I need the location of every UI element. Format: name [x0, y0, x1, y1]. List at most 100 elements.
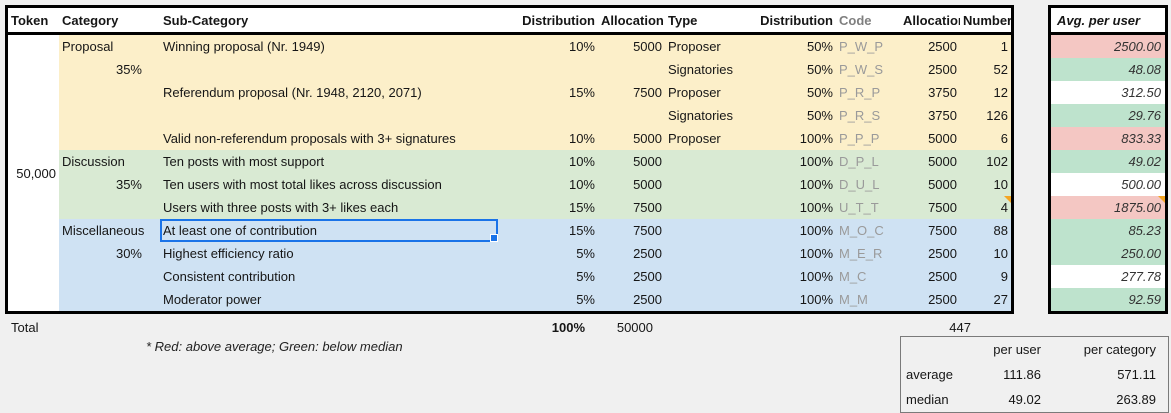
cell-distribution-1[interactable]: 5%	[498, 242, 598, 265]
cell-sub-category[interactable]	[160, 58, 498, 81]
cell-number[interactable]: 9	[960, 265, 1011, 288]
cell-code[interactable]: U_T_T	[836, 196, 900, 219]
cell-distribution-1[interactable]: 15%	[498, 81, 598, 104]
cell-allocation-1[interactable]: 5000	[598, 35, 665, 58]
cell-type[interactable]: Proposer	[665, 127, 746, 150]
cell-sub-category[interactable]: Highest efficiency ratio	[160, 242, 498, 265]
cell-type[interactable]	[665, 265, 746, 288]
cell-allocation-2[interactable]: 7500	[900, 219, 960, 242]
cell-avg-per-user[interactable]: 29.76	[1051, 104, 1165, 127]
cell-avg-per-user[interactable]: 2500.00	[1051, 35, 1165, 58]
cell-distribution-1[interactable]: 5%	[498, 288, 598, 311]
cell-allocation-1[interactable]: 2500	[598, 288, 665, 311]
cell-type[interactable]	[665, 219, 746, 242]
cell-allocation-1[interactable]: 2500	[598, 242, 665, 265]
cell-category[interactable]: Discussion	[59, 150, 160, 173]
cell-sub-category[interactable]: Consistent contribution	[160, 265, 498, 288]
cell-category[interactable]: Miscellaneous	[59, 219, 160, 242]
cell-category[interactable]	[59, 127, 160, 150]
cell-distribution-1[interactable]: 10%	[498, 150, 598, 173]
cell-allocation-2[interactable]: 2500	[900, 35, 960, 58]
cell-allocation-1[interactable]: 5000	[598, 127, 665, 150]
cell-sub-category[interactable]: Ten users with most total likes across d…	[160, 173, 498, 196]
cell-distribution-2[interactable]: 100%	[746, 173, 836, 196]
total-label[interactable]: Total	[11, 319, 39, 335]
cell-number[interactable]: 126	[960, 104, 1011, 127]
cell-number[interactable]: 12	[960, 81, 1011, 104]
cell-type[interactable]	[665, 242, 746, 265]
cell-avg-per-user[interactable]: 92.59	[1051, 288, 1165, 311]
cell-category[interactable]	[59, 288, 160, 311]
cell-allocation-2[interactable]: 5000	[900, 127, 960, 150]
cell-allocation-1[interactable]: 7500	[598, 81, 665, 104]
cell-distribution-1[interactable]: 10%	[498, 35, 598, 58]
cell-code[interactable]: M_M	[836, 288, 900, 311]
cell-distribution-2[interactable]: 50%	[746, 81, 836, 104]
cell-category[interactable]: Proposal	[59, 35, 160, 58]
cell-number[interactable]: 10	[960, 242, 1011, 265]
cell-avg-per-user[interactable]: 312.50	[1051, 81, 1165, 104]
cell-allocation-1[interactable]	[598, 58, 665, 81]
cell-distribution-1[interactable]: 15%	[498, 219, 598, 242]
cell-distribution-2[interactable]: 50%	[746, 104, 836, 127]
cell-distribution-1[interactable]: 5%	[498, 265, 598, 288]
cell-number[interactable]: 102	[960, 150, 1011, 173]
cell-avg-per-user[interactable]: 49.02	[1051, 150, 1165, 173]
cell-distribution-2[interactable]: 100%	[746, 219, 836, 242]
cell-allocation-1[interactable]: 2500	[598, 265, 665, 288]
cell-sub-category[interactable]	[160, 104, 498, 127]
cell-type[interactable]: Proposer	[665, 81, 746, 104]
cell-allocation-2[interactable]: 2500	[900, 242, 960, 265]
cell-number[interactable]: 1	[960, 35, 1011, 58]
cell-allocation-1[interactable]: 7500	[598, 196, 665, 219]
cell-allocation-1[interactable]: 5000	[598, 150, 665, 173]
cell-distribution-1[interactable]: 10%	[498, 173, 598, 196]
cell-number[interactable]: 10	[960, 173, 1011, 196]
cell-number[interactable]: 52	[960, 58, 1011, 81]
cell-distribution-2[interactable]: 100%	[746, 150, 836, 173]
cell-number[interactable]: 6	[960, 127, 1011, 150]
cell-avg-per-user[interactable]: 85.23	[1051, 219, 1165, 242]
cell-distribution-2[interactable]: 50%	[746, 58, 836, 81]
cell-avg-per-user[interactable]: 500.00	[1051, 173, 1165, 196]
cell-distribution-1[interactable]	[498, 104, 598, 127]
total-allocation[interactable]: 50000	[616, 319, 653, 335]
cell-sub-category[interactable]: Moderator power	[160, 288, 498, 311]
cell-category[interactable]: 35%	[59, 58, 160, 81]
cell-allocation-2[interactable]: 7500	[900, 196, 960, 219]
cell-distribution-1[interactable]	[498, 58, 598, 81]
cell-sub-category[interactable]: Users with three posts with 3+ likes eac…	[160, 196, 498, 219]
cell-code[interactable]: M_C	[836, 265, 900, 288]
cell-code[interactable]: D_U_L	[836, 173, 900, 196]
cell-distribution-2[interactable]: 100%	[746, 288, 836, 311]
cell-allocation-2[interactable]: 3750	[900, 104, 960, 127]
cell-distribution-2[interactable]: 50%	[746, 35, 836, 58]
cell-avg-per-user[interactable]: 277.78	[1051, 265, 1165, 288]
cell-type[interactable]	[665, 173, 746, 196]
cell-distribution-2[interactable]: 100%	[746, 265, 836, 288]
cell-allocation-1[interactable]: 5000	[598, 173, 665, 196]
cell-avg-per-user[interactable]: 48.08	[1051, 58, 1165, 81]
cell-allocation-2[interactable]: 3750	[900, 81, 960, 104]
cell-token-total[interactable]: 50,000	[8, 35, 59, 311]
cell-avg-per-user[interactable]: 1875.00	[1051, 196, 1165, 219]
cell-type[interactable]	[665, 150, 746, 173]
cell-allocation-2[interactable]: 2500	[900, 265, 960, 288]
cell-code[interactable]: M_O_C	[836, 219, 900, 242]
cell-category[interactable]	[59, 104, 160, 127]
cell-sub-category[interactable]: Valid non-referendum proposals with 3+ s…	[160, 127, 498, 150]
cell-distribution-2[interactable]: 100%	[746, 196, 836, 219]
cell-category[interactable]	[59, 81, 160, 104]
cell-allocation-1[interactable]: 7500	[598, 219, 665, 242]
cell-allocation-2[interactable]: 2500	[900, 58, 960, 81]
cell-code[interactable]: P_R_P	[836, 81, 900, 104]
cell-category[interactable]	[59, 196, 160, 219]
cell-category[interactable]: 35%	[59, 173, 160, 196]
cell-distribution-1[interactable]: 10%	[498, 127, 598, 150]
cell-code[interactable]: M_E_R	[836, 242, 900, 265]
cell-number[interactable]: 27	[960, 288, 1011, 311]
cell-sub-category[interactable]: At least one of contribution	[160, 219, 498, 242]
cell-type[interactable]: Signatories	[665, 104, 746, 127]
cell-allocation-2[interactable]: 2500	[900, 288, 960, 311]
cell-code[interactable]: P_W_S	[836, 58, 900, 81]
